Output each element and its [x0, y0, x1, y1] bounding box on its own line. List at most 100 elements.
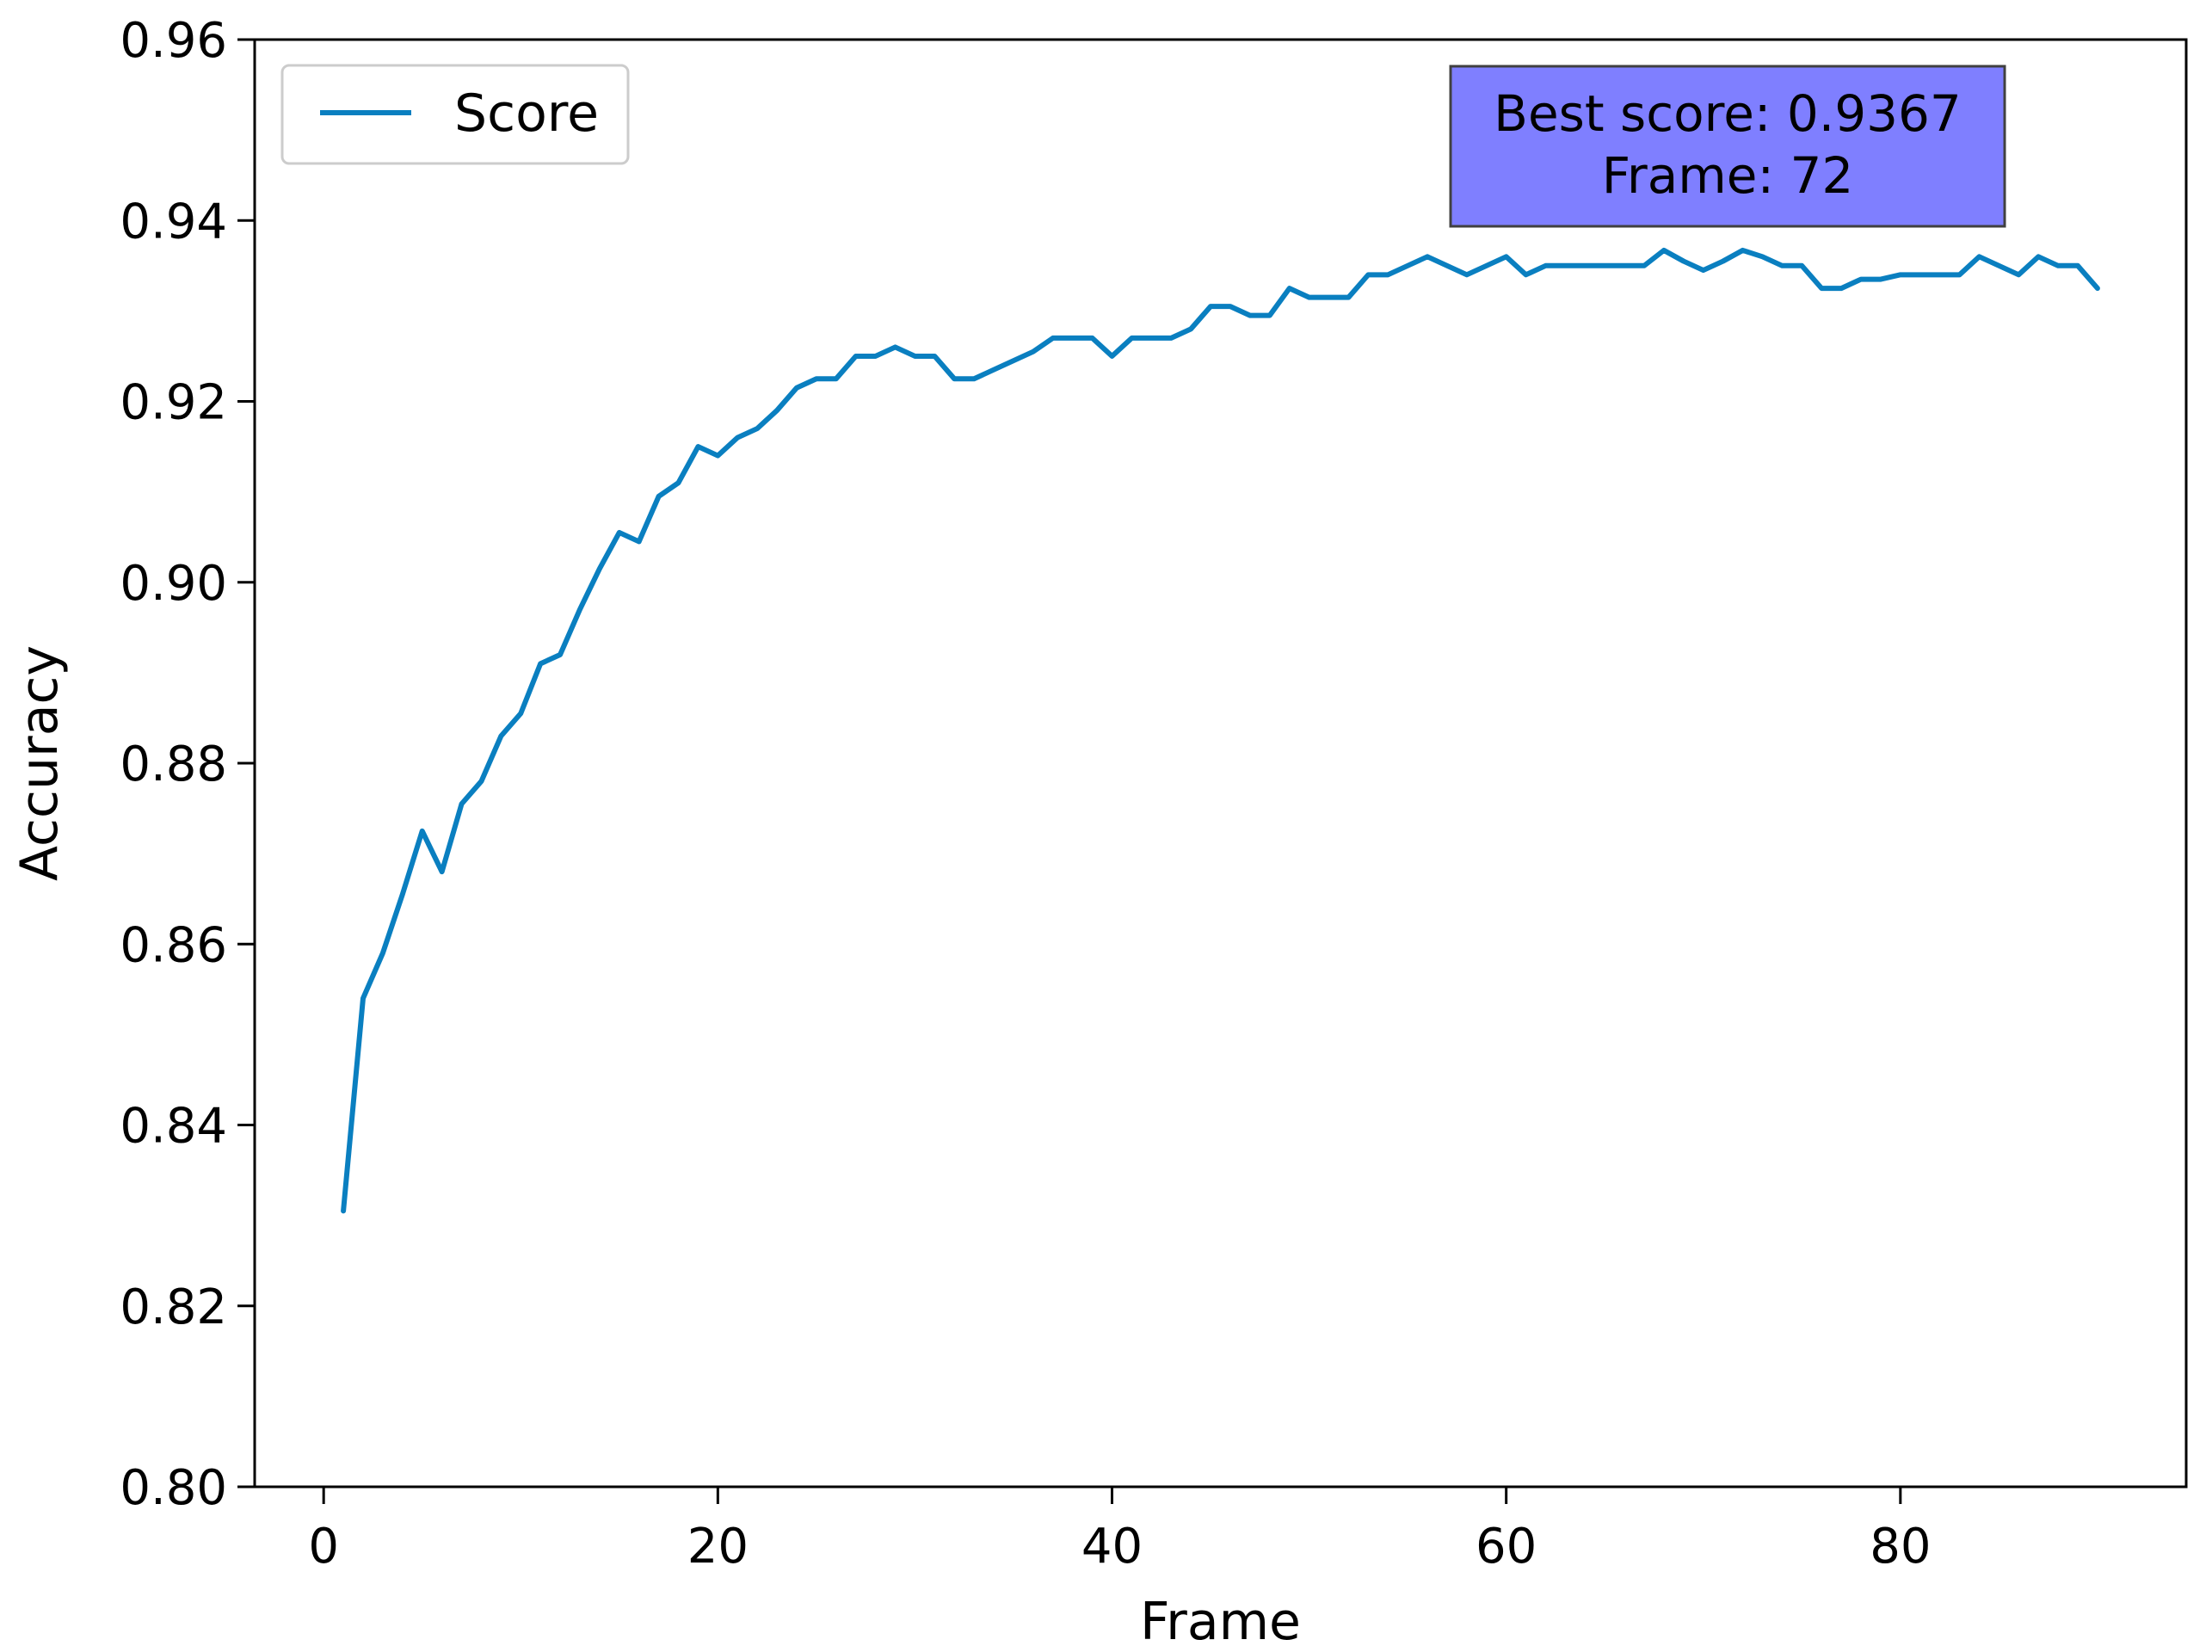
data-point — [853, 353, 860, 360]
data-point — [1187, 325, 1194, 332]
y-tick-label: 0.90 — [120, 556, 227, 612]
data-point — [1089, 335, 1096, 342]
annotation-best-score: Best score: 0.9367 — [1494, 84, 1962, 143]
data-point — [1168, 335, 1174, 342]
data-point — [1010, 357, 1017, 364]
data-point — [360, 995, 367, 1002]
data-point — [734, 435, 741, 441]
data-point — [951, 375, 958, 382]
data-point — [459, 800, 465, 807]
data-point — [1109, 353, 1116, 360]
data-point — [1424, 253, 1431, 260]
data-point — [1384, 271, 1391, 278]
data-point — [793, 385, 800, 391]
data-point — [636, 538, 643, 545]
data-point — [419, 828, 426, 835]
data-point — [1069, 335, 1076, 342]
data-point — [1562, 262, 1568, 269]
x-axis-title: Frame — [1140, 1592, 1301, 1652]
data-point — [1680, 258, 1687, 265]
data-point — [2015, 271, 2022, 278]
x-tick-label: 0 — [308, 1519, 339, 1575]
y-tick-label: 0.88 — [120, 737, 227, 792]
legend-box — [280, 64, 630, 165]
data-point — [1365, 271, 1371, 278]
y-tick-label: 0.84 — [120, 1099, 227, 1155]
data-point — [970, 375, 977, 382]
y-tick-label: 0.80 — [120, 1460, 227, 1516]
data-point — [1798, 262, 1805, 269]
y-tick-label: 0.82 — [120, 1279, 227, 1335]
data-point — [1542, 262, 1549, 269]
data-point — [1937, 271, 1944, 278]
x-tick-label: 20 — [687, 1519, 749, 1575]
data-point — [656, 493, 662, 500]
data-point — [616, 529, 623, 536]
data-point — [1050, 335, 1057, 342]
data-point — [596, 565, 603, 572]
data-point — [1306, 294, 1313, 301]
data-point — [537, 660, 544, 667]
data-point — [1030, 348, 1037, 355]
data-point — [1661, 247, 1667, 254]
data-point — [1148, 335, 1155, 342]
data-point — [576, 606, 583, 613]
data-point — [1345, 294, 1352, 301]
data-point — [1325, 294, 1332, 301]
data-point — [675, 479, 682, 486]
data-point — [517, 710, 524, 717]
data-point — [1207, 303, 1214, 310]
data-point — [1995, 262, 2002, 269]
data-point — [1700, 267, 1707, 274]
plot-frame — [253, 38, 2188, 1489]
data-point — [1247, 312, 1254, 319]
data-point — [379, 950, 386, 957]
data-point — [813, 375, 820, 382]
data-point — [1523, 271, 1530, 278]
data-point — [478, 778, 484, 785]
data-point — [439, 868, 446, 875]
data-point — [399, 891, 406, 897]
data-point — [2035, 253, 2042, 260]
data-point — [911, 353, 918, 360]
data-point — [1818, 285, 1825, 292]
y-tick-label: 0.94 — [120, 194, 227, 250]
data-point — [773, 407, 780, 414]
data-point — [1975, 253, 1982, 260]
data-point — [892, 343, 899, 350]
data-point — [694, 443, 701, 450]
y-tick-label: 0.86 — [120, 917, 227, 973]
data-point — [1286, 285, 1293, 292]
y-tick-label: 0.96 — [120, 13, 227, 69]
x-tick-label: 80 — [1870, 1519, 1931, 1575]
y-tick-label: 0.92 — [120, 375, 227, 431]
data-point — [1128, 335, 1135, 342]
data-point — [557, 651, 564, 658]
data-point — [1404, 262, 1411, 269]
data-point — [1897, 271, 1904, 278]
data-point — [497, 732, 504, 739]
data-point — [2055, 262, 2061, 269]
annotation-box — [1449, 65, 2006, 228]
data-point — [1917, 271, 1924, 278]
best-score-annotation: Best score: 0.9367 Frame: 72 — [1449, 65, 2006, 228]
x-axis: 0 20 40 60 80 — [308, 1487, 1931, 1575]
data-point — [931, 353, 938, 360]
data-point — [1641, 262, 1648, 269]
annotation-best-frame: Frame: 72 — [1602, 146, 1854, 205]
data-point — [833, 375, 840, 382]
data-point — [872, 353, 879, 360]
data-point — [1444, 262, 1451, 269]
data-point — [1483, 262, 1490, 269]
data-point — [1740, 247, 1747, 254]
data-point — [1778, 262, 1785, 269]
data-point — [1266, 312, 1273, 319]
y-axis: 0.80 0.82 0.84 0.86 0.88 0.90 0.92 0.94 0.96 — [120, 13, 255, 1516]
data-point — [1463, 271, 1470, 278]
legend-label-score: Score — [454, 83, 599, 144]
data-point — [1621, 262, 1628, 269]
data-point — [1759, 253, 1765, 260]
data-point — [1601, 262, 1608, 269]
data-point — [1581, 262, 1588, 269]
